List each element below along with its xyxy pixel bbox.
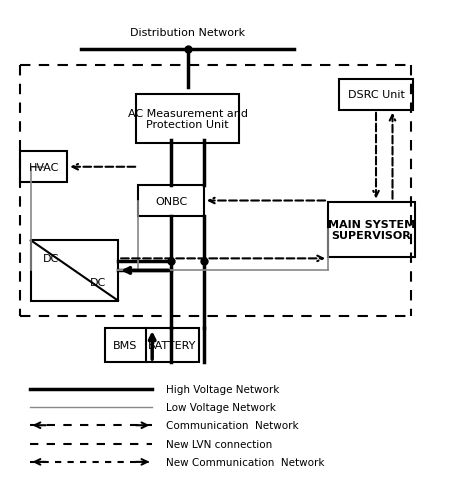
Text: New LVN connection: New LVN connection	[166, 439, 273, 449]
Text: Distribution Network: Distribution Network	[130, 28, 245, 37]
Text: DC: DC	[43, 254, 59, 264]
FancyBboxPatch shape	[105, 329, 199, 363]
FancyBboxPatch shape	[31, 241, 118, 301]
Text: BMS: BMS	[113, 340, 137, 350]
Text: ONBC: ONBC	[155, 196, 187, 206]
FancyBboxPatch shape	[20, 152, 67, 183]
Text: BATTERY: BATTERY	[148, 340, 197, 350]
FancyBboxPatch shape	[339, 79, 412, 111]
Text: AC Measurement and
Protection Unit: AC Measurement and Protection Unit	[128, 108, 247, 130]
FancyBboxPatch shape	[328, 202, 415, 257]
FancyBboxPatch shape	[136, 95, 239, 143]
Text: HVAC: HVAC	[28, 163, 59, 172]
Text: DSRC Unit: DSRC Unit	[347, 90, 404, 100]
Text: MAIN SYSTEM
SUPERVISOR: MAIN SYSTEM SUPERVISOR	[328, 219, 415, 241]
Text: Communication  Network: Communication Network	[166, 421, 299, 430]
Text: High Voltage Network: High Voltage Network	[166, 384, 280, 394]
Text: New Communication  Network: New Communication Network	[166, 457, 325, 467]
Text: Low Voltage Network: Low Voltage Network	[166, 402, 276, 412]
FancyBboxPatch shape	[138, 185, 204, 217]
Text: DC: DC	[90, 278, 106, 288]
